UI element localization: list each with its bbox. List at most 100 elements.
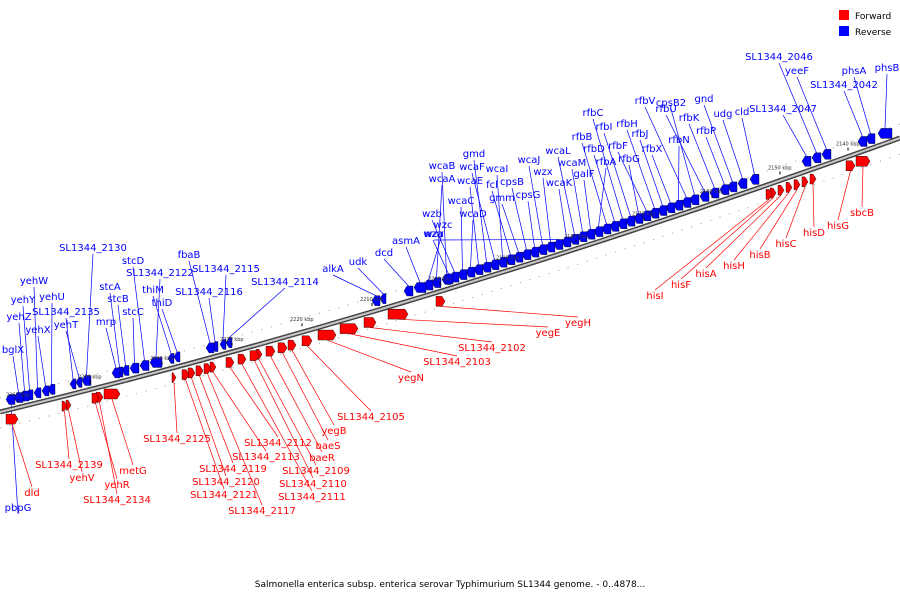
gene-label-rfbj: rfbJ — [632, 129, 649, 140]
reverse-gene-22 — [609, 221, 620, 232]
leader-line — [853, 76, 871, 134]
leader-line — [105, 327, 117, 369]
scale-ticks: 2140 kbp 2150 kbp 2160 kbp 2170 kbp 2180 kbp… — [6, 142, 860, 402]
gene-label-fbab: fbaB — [178, 250, 201, 261]
gene-label-cpsg: cpsG — [516, 190, 541, 201]
forward-gene-28 — [103, 388, 121, 400]
leader-line — [796, 76, 827, 150]
leader-line — [222, 274, 227, 340]
forward-gene-8 — [765, 189, 773, 200]
gene-label-hisi: hisI — [646, 291, 663, 302]
gene-label-yege: yegE — [536, 328, 561, 339]
reverse-gene-39 — [473, 264, 484, 275]
gene-label-wza: wza — [423, 229, 443, 240]
leader-line — [469, 186, 479, 265]
leader-line — [12, 355, 19, 393]
reverse-gene-9 — [719, 184, 730, 195]
gene-label-rfbd: rfbD — [583, 144, 605, 155]
leader-line — [592, 118, 623, 219]
gene-label-udg: udg — [713, 109, 732, 120]
gene-label-pbpg: pbpG — [5, 503, 32, 514]
reverse-gene-19 — [633, 213, 644, 224]
leader-line — [11, 423, 33, 488]
leader-line — [229, 367, 279, 438]
reverse-gene-8 — [727, 181, 738, 193]
reverse-gene-59 — [129, 362, 140, 374]
gene-label-sl1344-2046: SL1344_2046 — [745, 52, 813, 63]
reverse-gene-48 — [403, 285, 414, 297]
gene-label-hisa: hisA — [695, 269, 716, 280]
reverse-gene-5 — [801, 156, 812, 167]
gene-label-rfbp: rfbP — [696, 126, 716, 137]
gene-label-yehy: yehY — [11, 295, 36, 306]
leader-line — [152, 295, 172, 354]
gene-label-cpsb: cpsB — [500, 177, 524, 188]
reverse-gene-40 — [465, 266, 476, 278]
gene-label-thid: thiD — [152, 298, 173, 309]
leader-line — [581, 142, 607, 225]
leader-line — [639, 139, 663, 206]
reverse-gene-11 — [699, 191, 710, 202]
forward-gene-32 — [61, 400, 68, 412]
leader-line — [397, 318, 549, 328]
gene-label-sl1344-2119: SL1344_2119 — [199, 464, 267, 475]
forward-gene-0 — [855, 156, 871, 167]
forward-gene-20 — [237, 353, 247, 365]
reverse-gene-32 — [529, 246, 540, 258]
leader-line — [651, 154, 671, 203]
leader-line — [383, 258, 409, 287]
leader-line — [473, 159, 487, 263]
reverse-gene-60 — [121, 365, 130, 376]
legend-reverse-label: Reverse — [855, 28, 892, 38]
reverse-gene-72 — [5, 394, 16, 405]
reverse-gene-63 — [81, 375, 92, 386]
leader-line — [208, 297, 216, 342]
leader-line — [665, 114, 705, 192]
reverse-gene-23 — [601, 223, 612, 235]
forward-gene-17 — [265, 345, 276, 357]
gene-label-wcaa: wcaA — [429, 174, 456, 185]
reverse-gene-0 — [877, 128, 893, 139]
reverse-gene-33 — [521, 249, 532, 260]
gene-label-yeef: yeeF — [785, 66, 809, 77]
reverse-gene-20 — [625, 215, 636, 227]
reverse-gene-56 — [167, 353, 175, 364]
gene-label-alka: alkA — [322, 264, 344, 275]
leader-line — [491, 190, 511, 255]
reverse-gene-24 — [593, 226, 604, 237]
tick-label: 2170 kbp — [632, 212, 656, 218]
gene-label-wcak: wcaK — [546, 178, 573, 189]
gene-label-gmd: gmd — [463, 149, 485, 160]
reverse-gene-41 — [457, 269, 468, 280]
leader-line — [111, 398, 134, 466]
leader-line — [703, 104, 733, 183]
reverse-gene-49 — [379, 293, 387, 304]
forward-gene-13 — [317, 329, 337, 341]
leader-line — [258, 359, 317, 466]
reverse-gene-38 — [481, 262, 492, 273]
gene-label-wcam: wcaM — [558, 158, 586, 169]
gene-label-rfbx: rfbX — [642, 144, 663, 155]
gene-label-rfbg: rfbG — [618, 154, 640, 165]
leader-line — [511, 187, 527, 250]
gene-label-sl1344-2135: SL1344_2135 — [32, 307, 100, 318]
legend-forward-label: Forward — [855, 12, 891, 22]
gene-label-wza: wza — [424, 229, 444, 240]
reverse-gene-51 — [225, 337, 233, 348]
gene-label-yegb: yegB — [321, 426, 346, 437]
gene-label-yehz: yehZ — [6, 312, 31, 323]
leader-line — [18, 322, 25, 392]
gene-label-sl1344-2112: SL1344_2112 — [244, 438, 312, 449]
gene-label-hisb: hisB — [749, 250, 770, 261]
leader-line — [33, 286, 38, 388]
gene-label-wcal: wcaL — [545, 146, 571, 157]
gene-label-rfbc: rfbC — [583, 108, 604, 119]
leader-line — [188, 260, 211, 344]
forward-gene-31 — [65, 399, 72, 411]
gene-label-sl1344-2105: SL1344_2105 — [337, 412, 405, 423]
backbone-highlight — [0, 137, 900, 413]
gene-label-wcaf: wcaF — [459, 162, 485, 173]
gene-label-cpsb2: cpsB2 — [656, 98, 686, 109]
gene-label-dld: dld — [24, 488, 39, 499]
leader-line — [598, 167, 607, 227]
